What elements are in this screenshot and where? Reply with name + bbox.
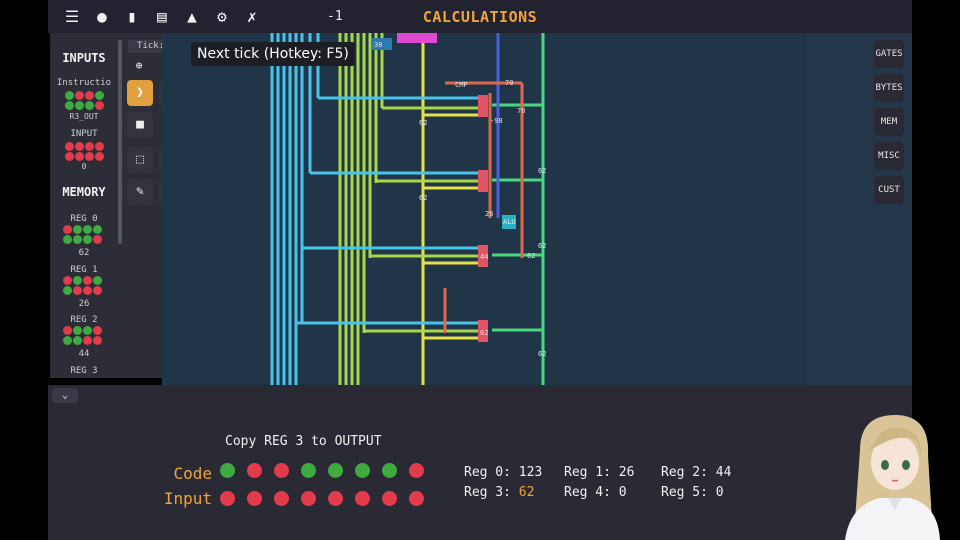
board-label: 62: [480, 329, 488, 337]
reg1-bits: [63, 276, 102, 295]
board-label: 62: [419, 119, 427, 127]
reg0-readout: Reg 0: 123: [464, 465, 543, 480]
bit-dot: [355, 491, 370, 506]
reg0-label: REG 0: [70, 214, 98, 224]
gear-icon[interactable]: ⚙: [217, 7, 227, 26]
wrench-icon[interactable]: ✗: [247, 7, 257, 26]
reg3-label: REG 3: [70, 366, 98, 376]
bit-dot: [328, 491, 343, 506]
reg0-bits: [63, 225, 102, 244]
input-row-label: Input: [163, 489, 212, 508]
bit-dot: [247, 463, 262, 478]
board-label: 62: [538, 350, 546, 358]
level-info-panel: [48, 385, 912, 540]
book-icon[interactable]: ▤: [157, 7, 167, 26]
bit-dot: [355, 463, 370, 478]
misc-button[interactable]: MISC: [874, 142, 904, 170]
select-tool-button[interactable]: ⬚: [127, 147, 153, 173]
code-label: Code: [173, 464, 212, 483]
chat-icon[interactable]: ●: [97, 7, 107, 26]
board-label: 30: [374, 41, 382, 49]
next-tick-tooltip: Next tick (Hotkey: F5): [191, 42, 355, 66]
reg2-value: 44: [78, 349, 90, 359]
pencil-button[interactable]: ✎: [127, 179, 153, 205]
board-label: -98: [490, 117, 503, 125]
chevron-down-icon: ⌄: [61, 390, 69, 401]
next-tick-button[interactable]: ❯: [127, 80, 153, 106]
reg1-readout: Reg 1: 26: [564, 465, 635, 480]
top-toolbar: ☰ ● ▮ ▤ ▲ ⚙ ✗ -1 CALCULATIONS: [48, 0, 912, 33]
board-label: 62: [419, 194, 427, 202]
board-label: 44: [480, 253, 488, 261]
board-label: ALU: [503, 218, 516, 226]
board-label: 70: [505, 79, 513, 87]
task-description: Copy REG 3 to OUTPUT: [225, 434, 382, 449]
board-label: CMP: [455, 81, 468, 89]
bit-dot: [220, 491, 235, 506]
inputs-memory-panel: INPUTS Instructio R3_OUT INPUT 0 MEMORY …: [50, 33, 122, 378]
instruction-label: Instructio: [56, 78, 112, 88]
instruction-sub: R3_OUT: [69, 112, 99, 121]
circuit-wires: 62 62 62 62 62 62 70 70 -98 26 44 62 30 …: [270, 33, 546, 385]
bit-dot: [220, 463, 235, 478]
collapse-button[interactable]: ⌄: [52, 388, 78, 403]
stop-button[interactable]: ■: [127, 112, 153, 138]
circuit-board[interactable]: 62 62 62 62 62 62 70 70 -98 26 44 62 30 …: [162, 33, 806, 385]
reg1-value: 26: [78, 299, 90, 309]
counter-label: -1: [327, 9, 343, 24]
bit-dot: [274, 463, 289, 478]
board-label: 26: [485, 210, 493, 218]
bit-dot: [301, 491, 316, 506]
gates-button[interactable]: GATES: [874, 40, 904, 68]
board-label: 70: [517, 107, 525, 115]
zoom-in-button[interactable]: ⊕: [135, 59, 143, 72]
avatar: [845, 415, 940, 540]
bit-dot: [328, 463, 343, 478]
menu-icon[interactable]: ☰: [64, 7, 80, 26]
reg2-label: REG 2: [70, 315, 98, 325]
inputs-heading: INPUTS: [62, 51, 106, 65]
reg2-bits: [63, 326, 102, 345]
reg4-readout: Reg 4: 0: [564, 485, 627, 500]
input-label: INPUT: [70, 129, 98, 139]
hierarchy-icon[interactable]: ▲: [187, 7, 197, 26]
reg1-label: REG 1: [70, 265, 98, 275]
cust-button[interactable]: CUST: [874, 176, 904, 204]
memory-heading: MEMORY: [62, 185, 106, 199]
file-icon[interactable]: ▮: [127, 7, 137, 26]
level-title: CALCULATIONS: [422, 8, 538, 26]
bit-dot: [382, 491, 397, 506]
reg5-readout: Reg 5: 0: [661, 485, 724, 500]
board-label: 62: [527, 252, 535, 260]
reg2-readout: Reg 2: 44: [661, 465, 732, 480]
instruction-bits: [65, 91, 104, 110]
mem-button[interactable]: MEM: [874, 108, 904, 136]
reg0-value: 62: [78, 248, 90, 258]
left-panel-scrollbar[interactable]: [118, 40, 122, 244]
bit-dot: [301, 463, 316, 478]
bit-dot: [382, 463, 397, 478]
reg3-readout: Reg 3: 62: [464, 485, 535, 500]
bit-dot: [409, 463, 424, 478]
board-label: 62: [538, 167, 546, 175]
board-label: 62: [538, 242, 546, 250]
bit-dot: [274, 491, 289, 506]
input-value: 0: [81, 162, 87, 171]
bytes-button[interactable]: BYTES: [874, 74, 904, 102]
bit-dot: [409, 491, 424, 506]
bit-dot: [247, 491, 262, 506]
input-bits: [65, 142, 104, 161]
